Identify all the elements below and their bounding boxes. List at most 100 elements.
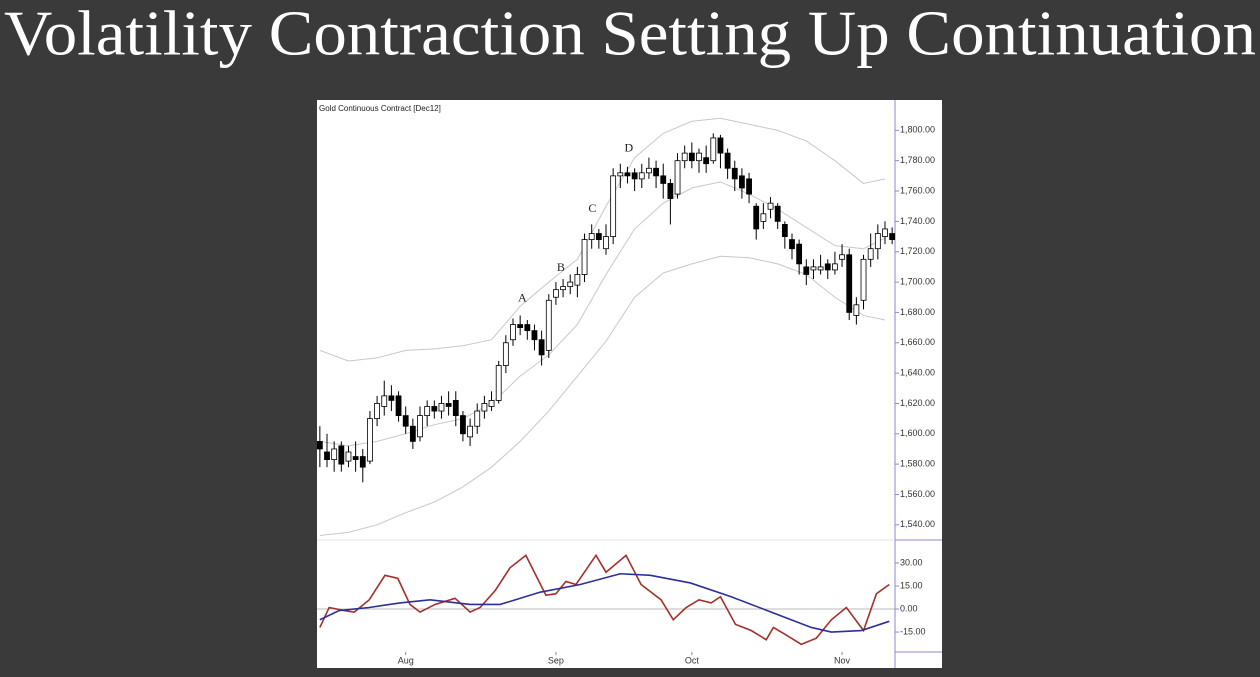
candle-body bbox=[646, 167, 652, 174]
candle-body bbox=[760, 213, 767, 222]
candle-body bbox=[746, 178, 752, 195]
candle-body bbox=[739, 175, 745, 189]
candle-body bbox=[359, 456, 366, 468]
x-tick-label: Oct bbox=[685, 655, 700, 665]
band-line bbox=[319, 255, 886, 536]
candle-body bbox=[438, 403, 445, 412]
candle-body bbox=[817, 266, 824, 271]
candle-body bbox=[767, 202, 774, 210]
candle-body bbox=[889, 233, 896, 240]
band-line bbox=[319, 117, 886, 362]
candle-body bbox=[724, 152, 731, 169]
candle-body bbox=[395, 395, 402, 416]
candle-body bbox=[653, 167, 659, 177]
candle-body bbox=[553, 289, 559, 298]
annotation: A bbox=[518, 291, 527, 305]
candle-body bbox=[710, 137, 717, 162]
y-tick-label: 1,620.00 bbox=[900, 398, 935, 408]
candle-body bbox=[567, 281, 574, 288]
candle-body bbox=[316, 440, 323, 450]
candle-body bbox=[796, 243, 803, 265]
y-tick-label: 1,600.00 bbox=[900, 428, 935, 438]
candle-body bbox=[803, 266, 810, 275]
candle-body bbox=[467, 425, 473, 438]
candle-body bbox=[452, 400, 459, 416]
candle-body bbox=[595, 233, 602, 240]
annotation: C bbox=[588, 201, 596, 215]
y-tick-label: 1,760.00 bbox=[900, 185, 935, 195]
candle-body bbox=[545, 299, 552, 351]
oscillator-line bbox=[319, 572, 890, 633]
oscillator-line bbox=[319, 553, 890, 646]
candle-body bbox=[810, 266, 817, 271]
candle-body bbox=[824, 263, 831, 271]
candle-body bbox=[874, 233, 881, 250]
candle-body bbox=[510, 324, 516, 341]
y-tick-label: 0.00 bbox=[900, 603, 918, 613]
y-tick-label: 1,580.00 bbox=[900, 459, 935, 469]
y-tick-label: 1,780.00 bbox=[900, 155, 935, 165]
candle-body bbox=[374, 403, 380, 420]
candle-body bbox=[381, 395, 388, 407]
candle-body bbox=[853, 304, 860, 316]
candle-body bbox=[502, 342, 509, 366]
candle-body bbox=[388, 395, 395, 401]
candle-body bbox=[402, 415, 409, 427]
y-tick-label: 1,540.00 bbox=[900, 519, 935, 529]
y-tick-label: 1,660.00 bbox=[900, 337, 935, 347]
candle-body bbox=[667, 183, 674, 200]
candle-body bbox=[681, 152, 688, 162]
y-tick-label: 1,680.00 bbox=[900, 307, 935, 317]
candle-body bbox=[688, 152, 695, 162]
chart-area bbox=[317, 100, 942, 668]
candle-body bbox=[660, 175, 667, 184]
candle-body bbox=[624, 172, 631, 177]
candle-body bbox=[832, 263, 838, 271]
y-tick-label: 1,740.00 bbox=[900, 216, 935, 226]
candle-body bbox=[352, 456, 359, 460]
x-tick-label: Aug bbox=[398, 655, 414, 665]
candle-body bbox=[460, 415, 466, 435]
candle-body bbox=[345, 451, 352, 462]
candle-body bbox=[717, 137, 724, 154]
candle-body bbox=[631, 172, 638, 180]
y-tick-label: 30.00 bbox=[900, 557, 923, 567]
candle-body bbox=[703, 157, 710, 165]
y-tick-label: 1,640.00 bbox=[900, 367, 935, 377]
candle-body bbox=[610, 175, 617, 237]
candle-body bbox=[588, 233, 595, 240]
y-tick-label: -15.00 bbox=[900, 626, 926, 636]
x-tick-label: Sep bbox=[548, 655, 564, 665]
candle-body bbox=[517, 324, 524, 328]
candle-body bbox=[638, 172, 645, 180]
y-tick-label: 1,720.00 bbox=[900, 246, 935, 256]
y-tick-label: 1,700.00 bbox=[900, 276, 935, 286]
candle-body bbox=[860, 258, 867, 301]
candle-body bbox=[538, 339, 545, 356]
x-tick-label: Nov bbox=[834, 655, 851, 665]
candle-body bbox=[781, 224, 788, 237]
candle-body bbox=[839, 254, 845, 260]
candle-body bbox=[846, 254, 853, 313]
candle-body bbox=[696, 152, 702, 162]
candle-body bbox=[367, 418, 373, 462]
candle-body bbox=[789, 239, 795, 250]
candle-body bbox=[882, 228, 888, 237]
y-tick-label: 1,800.00 bbox=[900, 125, 935, 135]
slide-title: Volatility Contraction Setting Up Contin… bbox=[4, 0, 1256, 69]
candle-body bbox=[603, 236, 609, 250]
y-tick-label: 1,560.00 bbox=[900, 489, 935, 499]
candle-body bbox=[524, 324, 531, 332]
chart-title: Gold Continuous Contract [Dec12] bbox=[319, 104, 441, 113]
annotation: B bbox=[557, 260, 565, 274]
candle-body bbox=[560, 286, 566, 291]
candle-body bbox=[324, 451, 330, 460]
y-tick-label: 15.00 bbox=[900, 580, 923, 590]
candle-body bbox=[674, 160, 681, 195]
candle-body bbox=[531, 330, 538, 341]
annotation: D bbox=[625, 140, 634, 154]
candle-body bbox=[867, 248, 874, 260]
candle-body bbox=[445, 403, 452, 407]
